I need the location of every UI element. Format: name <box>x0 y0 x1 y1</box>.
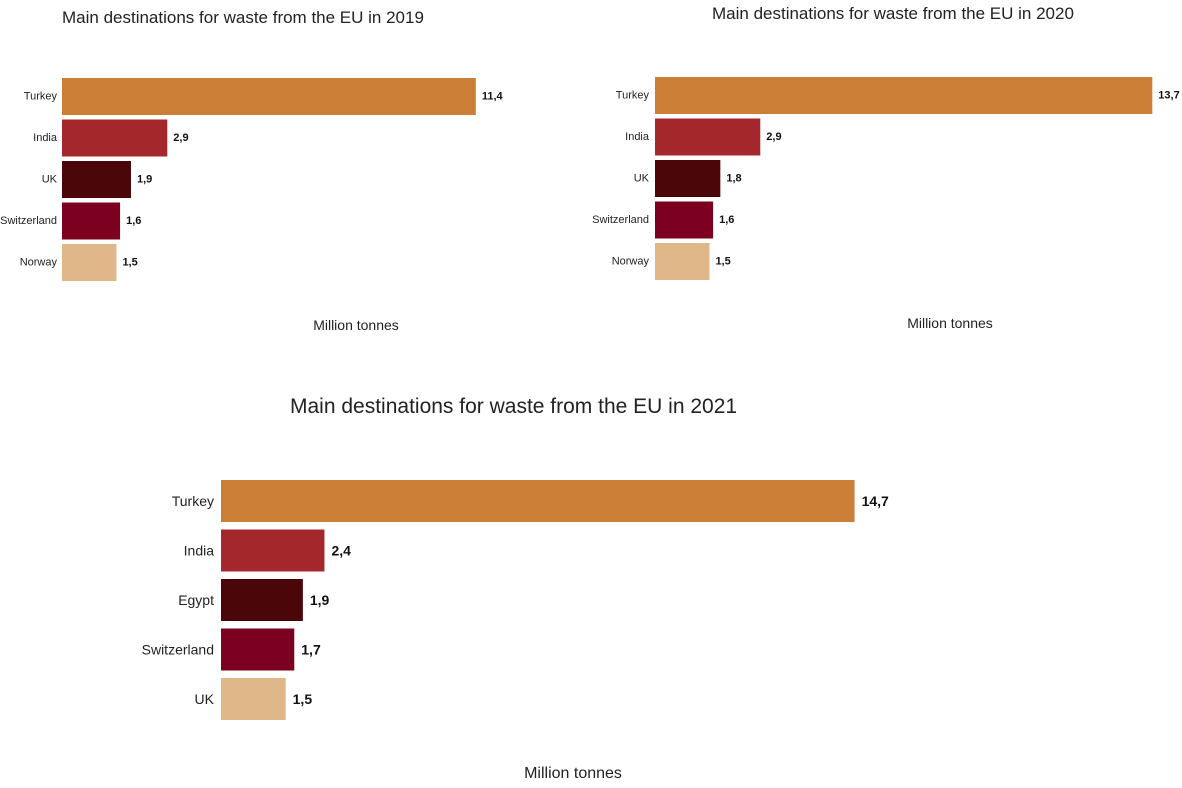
category-label-turkey: Turkey <box>24 91 58 103</box>
chart-2019: Main destinations for waste from the EU … <box>0 8 503 333</box>
bar-switzerland <box>655 201 714 239</box>
x-axis-label-2020: Million tonnes <box>907 315 993 331</box>
bar-norway <box>62 244 117 281</box>
category-label-switzerland: Switzerland <box>142 642 214 658</box>
category-label-norway: Norway <box>20 257 58 269</box>
chart-title-2019: Main destinations for waste from the EU … <box>62 8 424 27</box>
chart-title-2020: Main destinations for waste from the EU … <box>712 4 1074 23</box>
category-label-uk: UK <box>42 174 58 186</box>
category-label-switzerland: Switzerland <box>592 214 649 226</box>
value-label-norway: 1,5 <box>122 257 137 269</box>
bar-egypt <box>221 579 303 621</box>
bar-india <box>221 529 325 572</box>
value-label-india: 2,9 <box>766 131 781 143</box>
bar-uk <box>62 161 131 198</box>
bars-2021: Turkey 14,7 India 2,4 Egypt 1,9 Switzerland 1,7… <box>142 480 889 720</box>
value-label-uk: 1,5 <box>293 691 313 707</box>
value-label-uk: 1,8 <box>726 173 741 185</box>
category-label-uk: UK <box>195 691 215 707</box>
category-label-switzerland: Switzerland <box>0 215 57 227</box>
bars-2020: Turkey 13,7 India 2,9 UK 1,8 Switzerland 1,6 Nor… <box>592 77 1180 280</box>
bar-india <box>655 118 761 156</box>
value-label-norway: 1,5 <box>715 256 730 268</box>
value-label-switzerland: 1,6 <box>126 215 141 227</box>
bar-norway <box>655 243 710 280</box>
bars-2019: Turkey 11,4 India 2,9 UK 1,9 Switzerland 1,6 Nor… <box>0 78 504 281</box>
bar-turkey <box>62 78 476 115</box>
value-label-uk: 1,9 <box>137 174 152 186</box>
category-label-egypt: Egypt <box>178 592 214 608</box>
bar-india <box>62 119 168 157</box>
value-label-turkey: 13,7 <box>1158 90 1179 102</box>
x-axis-label-2019: Million tonnes <box>313 317 399 333</box>
value-label-turkey: 11,4 <box>482 91 504 103</box>
value-label-turkey: 14,7 <box>862 493 889 509</box>
value-label-india: 2,4 <box>331 543 351 559</box>
bar-turkey <box>655 77 1153 114</box>
category-label-india: India <box>625 131 650 143</box>
bar-uk <box>655 160 721 197</box>
category-label-turkey: Turkey <box>172 493 214 509</box>
bar-switzerland <box>62 202 121 240</box>
category-label-india: India <box>33 132 58 144</box>
value-label-egypt: 1,9 <box>310 592 330 608</box>
value-label-india: 2,9 <box>173 132 188 144</box>
value-label-switzerland: 1,7 <box>301 642 321 658</box>
chart-2021: Main destinations for waste from the EU … <box>142 395 889 782</box>
category-label-norway: Norway <box>612 256 650 268</box>
bar-turkey <box>221 480 855 522</box>
bar-switzerland <box>221 628 295 671</box>
bar-uk <box>221 678 286 720</box>
category-label-uk: UK <box>634 173 650 185</box>
chart-title-2021: Main destinations for waste from the EU … <box>290 395 737 418</box>
chart-2020: Main destinations for waste from the EU … <box>592 4 1180 331</box>
category-label-turkey: Turkey <box>616 90 650 102</box>
x-axis-label-2021: Million tonnes <box>524 765 622 782</box>
value-label-switzerland: 1,6 <box>719 214 734 226</box>
category-label-india: India <box>184 543 215 559</box>
